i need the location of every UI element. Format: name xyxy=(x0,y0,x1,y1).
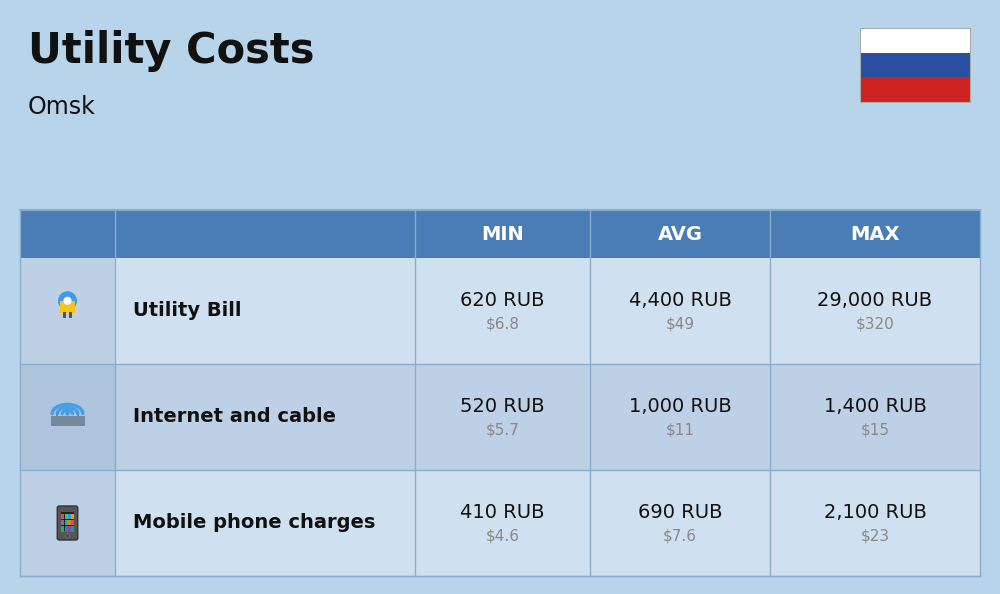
Text: Internet and cable: Internet and cable xyxy=(133,407,336,426)
Text: 1,000 RUB: 1,000 RUB xyxy=(629,397,731,415)
Text: $6.8: $6.8 xyxy=(486,317,520,331)
Bar xyxy=(115,470,980,576)
Text: Utility Costs: Utility Costs xyxy=(28,30,314,72)
Text: $15: $15 xyxy=(860,422,890,438)
Bar xyxy=(860,77,970,102)
Text: 520 RUB: 520 RUB xyxy=(460,397,545,415)
Bar xyxy=(68,526,71,532)
Bar xyxy=(860,28,970,53)
Text: 410 RUB: 410 RUB xyxy=(460,503,545,522)
Circle shape xyxy=(65,534,70,538)
Text: Mobile phone charges: Mobile phone charges xyxy=(133,513,375,532)
Bar xyxy=(61,520,64,526)
Bar xyxy=(61,526,64,532)
Bar xyxy=(71,520,74,526)
Text: 620 RUB: 620 RUB xyxy=(460,290,545,309)
Circle shape xyxy=(65,412,70,416)
Bar xyxy=(860,53,970,77)
Bar xyxy=(71,514,74,519)
Bar xyxy=(860,28,970,102)
Text: 1,400 RUB: 1,400 RUB xyxy=(824,397,926,415)
Text: 690 RUB: 690 RUB xyxy=(638,503,722,522)
Bar xyxy=(20,470,115,576)
Bar xyxy=(20,258,115,364)
Bar xyxy=(68,520,71,526)
Text: 4,400 RUB: 4,400 RUB xyxy=(629,290,731,309)
Text: $320: $320 xyxy=(856,317,894,331)
Circle shape xyxy=(63,297,72,305)
Bar xyxy=(65,514,68,519)
Text: MIN: MIN xyxy=(481,225,524,244)
Bar xyxy=(20,210,980,258)
Bar xyxy=(63,312,66,318)
Bar xyxy=(61,514,64,519)
Bar xyxy=(20,364,115,470)
Bar xyxy=(68,514,71,519)
Text: Omsk: Omsk xyxy=(28,95,96,119)
Bar xyxy=(65,520,68,526)
Bar xyxy=(115,364,980,470)
FancyBboxPatch shape xyxy=(57,506,78,540)
Bar xyxy=(56,412,58,425)
Bar xyxy=(60,301,75,312)
Bar xyxy=(71,526,74,532)
Text: $49: $49 xyxy=(665,317,695,331)
Text: AVG: AVG xyxy=(658,225,702,244)
Bar xyxy=(50,416,84,425)
Text: Utility Bill: Utility Bill xyxy=(133,302,242,321)
Text: $7.6: $7.6 xyxy=(663,529,697,544)
Circle shape xyxy=(58,291,77,310)
Bar xyxy=(65,526,68,532)
Text: 29,000 RUB: 29,000 RUB xyxy=(817,290,933,309)
Text: $11: $11 xyxy=(666,422,694,438)
Bar xyxy=(77,412,79,425)
Text: $5.7: $5.7 xyxy=(486,422,519,438)
Bar xyxy=(115,258,980,364)
Text: 2,100 RUB: 2,100 RUB xyxy=(824,503,926,522)
Text: $23: $23 xyxy=(860,529,890,544)
Bar xyxy=(69,312,72,318)
Text: $4.6: $4.6 xyxy=(486,529,520,544)
Text: MAX: MAX xyxy=(850,225,900,244)
Bar xyxy=(61,512,74,531)
